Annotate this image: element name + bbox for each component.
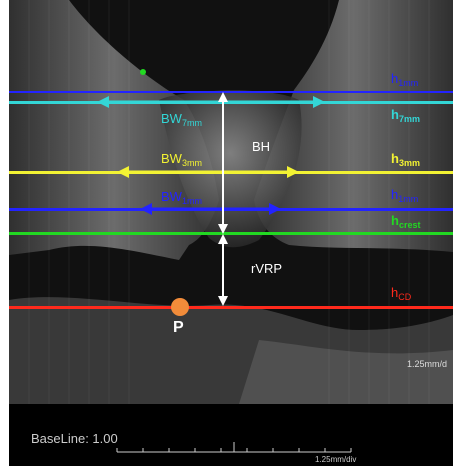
bw3-arrow — [117, 166, 299, 178]
bone-structure-graphic — [9, 0, 453, 404]
hcd-label: hCD — [391, 285, 412, 302]
line-h-crest — [9, 232, 453, 235]
baseline-label: BaseLine: 1.00 — [31, 431, 118, 446]
bw7-label: BW7mm — [161, 111, 202, 128]
bh-arrow — [218, 92, 228, 234]
h7-label: h7mm — [391, 107, 420, 124]
h1-top-label: h1mm — [391, 71, 419, 88]
ct-scan-image: P BW7mm BW3mm BW1mm BH rVRP h1mm h7mm h3… — [9, 0, 453, 466]
scale-ruler — [116, 442, 352, 453]
line-h-1mm-top — [9, 91, 453, 93]
bw3-label: BW3mm — [161, 151, 202, 168]
h1-label: h1mm — [391, 187, 419, 204]
rvrp-arrow — [218, 234, 228, 306]
bw7-arrow — [97, 96, 325, 108]
bottom-info-bar: BaseLine: 1.00 1.25mm/div — [9, 404, 453, 466]
scale-right-label: 1.25mm/d — [407, 359, 448, 369]
bw1-arrow — [140, 203, 281, 215]
point-p-marker — [171, 298, 189, 316]
bw1-label: BW1mm — [161, 189, 202, 206]
h3-label: h3mm — [391, 151, 420, 168]
bh-label: BH — [252, 139, 271, 154]
measurement-arrows — [97, 92, 325, 306]
rvrp-label: rVRP — [251, 261, 283, 276]
scale-bottom-label: 1.25mm/div — [315, 455, 357, 464]
hcrest-label: hcrest — [391, 213, 421, 230]
line-h-cd — [9, 306, 453, 309]
green-marker-dot — [140, 69, 146, 75]
point-p-label: P — [173, 319, 184, 336]
